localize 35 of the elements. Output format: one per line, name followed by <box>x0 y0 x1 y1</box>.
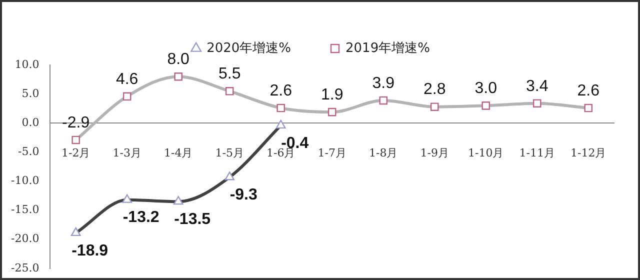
x-tick-label: 1-7月 <box>318 146 346 160</box>
y-tick-label: -15.0 <box>10 203 40 216</box>
legend-label: 2020年增速% <box>206 40 291 56</box>
x-tick-label: 1-3月 <box>112 146 142 160</box>
data-label: 3.4 <box>526 78 548 95</box>
x-tick-label: 1-12月 <box>570 146 606 160</box>
y-tick-label: -20.0 <box>10 232 40 246</box>
x-tick-label: 1-9月 <box>420 146 449 160</box>
y-tick-label: 5.0 <box>22 86 40 100</box>
x-tick-label: 1-5月 <box>215 146 244 160</box>
data-label: -13.2 <box>122 209 160 226</box>
x-tick-label: 1-11月 <box>519 146 555 160</box>
x-tick-label: 1-10月 <box>468 146 504 160</box>
y-tick-label: -25.0 <box>10 261 40 274</box>
data-label: 1.9 <box>320 86 344 104</box>
data-label: 3.0 <box>474 80 498 98</box>
data-label: 5.5 <box>218 66 241 83</box>
legend-label: 2019年增速% <box>346 40 430 56</box>
data-label: 8.0 <box>167 51 190 68</box>
data-label: 4.6 <box>116 70 138 88</box>
data-label: -13.5 <box>174 210 211 228</box>
data-label: 2.6 <box>270 82 292 100</box>
data-label: -9.3 <box>230 186 258 204</box>
y-tick-label: 0.0 <box>22 116 40 129</box>
x-tick-label: 1-4月 <box>164 146 193 160</box>
data-label: -2.9 <box>62 114 90 132</box>
y-tick-label: 10.0 <box>14 58 40 71</box>
data-label: -18.9 <box>72 242 108 260</box>
y-tick-label: -10.0 <box>10 174 40 188</box>
y-tick-label: -5.0 <box>18 145 40 158</box>
x-tick-label: 1-8月 <box>369 146 398 160</box>
data-label: 2.8 <box>423 81 446 98</box>
data-label: 3.9 <box>372 74 395 92</box>
x-tick-label: 1-2月 <box>61 146 90 160</box>
data-label: 2.6 <box>577 82 600 100</box>
